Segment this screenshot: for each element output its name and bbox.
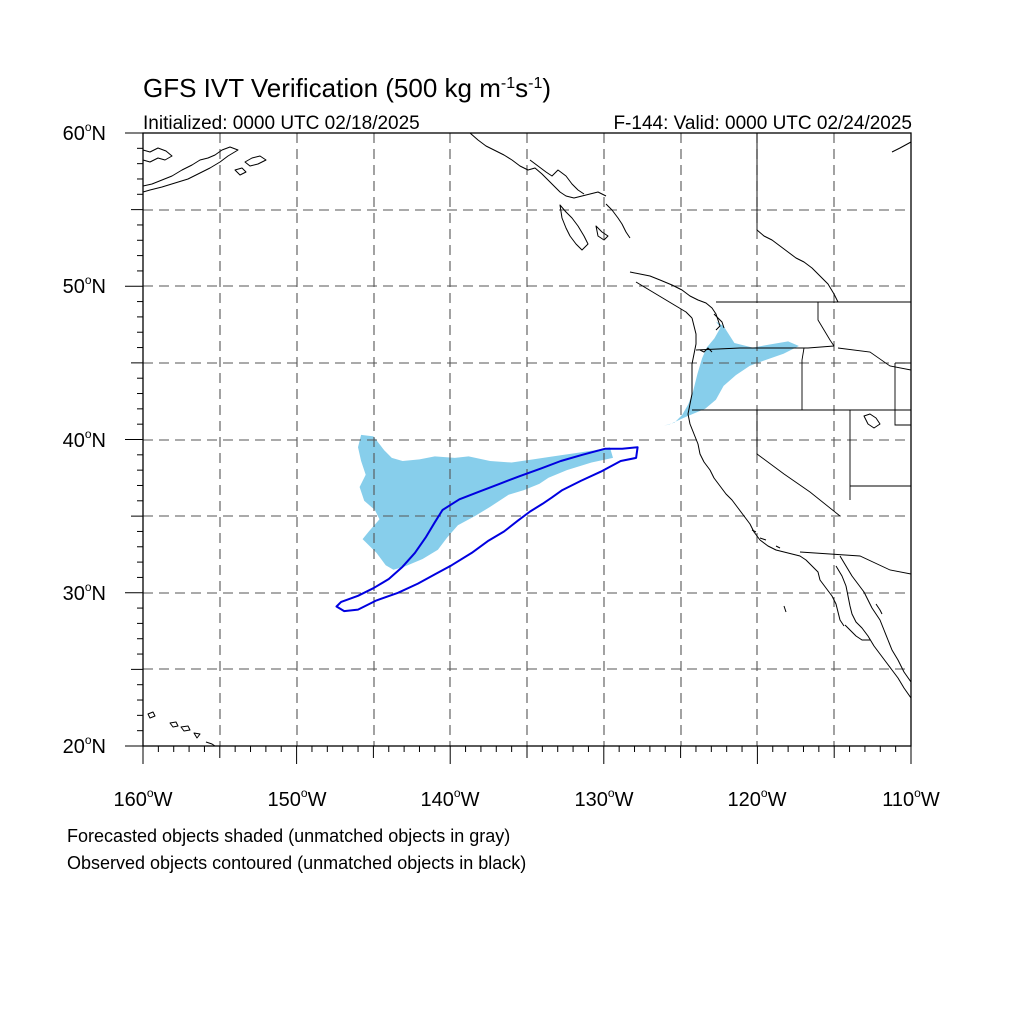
axis-ticks — [125, 132, 912, 764]
observed-objects-layer — [335, 446, 639, 613]
lat-label-40: 40oN — [63, 427, 106, 452]
observed-object-1 — [335, 446, 639, 613]
chart-title: GFS IVT Verification (500 kg m-1s-1) — [143, 73, 551, 103]
lat-label-50: 50oN — [63, 273, 106, 298]
forecast-object-1 — [358, 434, 613, 570]
coastlines — [143, 133, 911, 746]
lat-axis-labels: 60oN 50oN 40oN 30oN 20oN — [63, 120, 106, 758]
lon-axis-labels: 160oW 150oW 140oW 130oW 120oW 110oW — [114, 786, 940, 811]
lon-label-110: 110oW — [882, 786, 940, 811]
footnote-forecast: Forecasted objects shaded (unmatched obj… — [67, 826, 510, 846]
lat-label-30: 30oN — [63, 580, 106, 605]
lat-label-20: 20oN — [63, 733, 106, 758]
valid-time-label: F-144: Valid: 0000 UTC 02/24/2025 — [613, 113, 912, 134]
lat-label-60: 60oN — [63, 120, 106, 145]
forecast-objects-layer — [358, 321, 799, 570]
footnote-observed: Observed objects contoured (unmatched ob… — [67, 853, 526, 873]
political-borders — [692, 133, 911, 575]
init-time-label: Initialized: 0000 UTC 02/18/2025 — [143, 113, 420, 134]
lon-label-120: 120oW — [728, 786, 787, 811]
lat-lon-grid — [143, 133, 911, 746]
lon-label-160: 160oW — [114, 786, 173, 811]
lon-label-150: 150oW — [268, 786, 327, 811]
lon-label-140: 140oW — [421, 786, 480, 811]
lon-label-130: 130oW — [575, 786, 634, 811]
